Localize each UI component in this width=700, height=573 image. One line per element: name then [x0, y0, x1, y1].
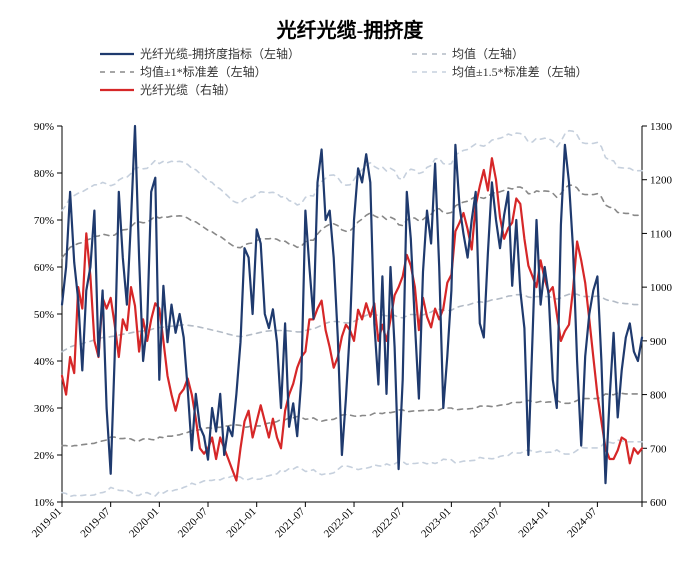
y-right-label: 800: [650, 390, 667, 402]
y-right-label: 1300: [650, 121, 673, 133]
y-left-label: 90%: [34, 121, 54, 133]
legend-label: 均值±1.5*标准差（左轴）: [452, 64, 588, 79]
y-right-label: 600: [650, 497, 667, 509]
y-right-label: 1200: [650, 175, 673, 187]
y-right-label: 1100: [650, 228, 672, 240]
y-left-label: 20%: [34, 450, 54, 462]
y-left-label: 50%: [34, 309, 54, 321]
y-left-label: 60%: [34, 262, 54, 274]
y-right-label: 700: [650, 443, 667, 455]
chart-svg: 光纤光缆-拥挤度指标（左轴） 均值（左轴） 均值±1*标准差（左轴） 均值±1.5*标…: [0, 0, 700, 573]
legend-label: 光纤光缆-拥挤度指标（左轴）: [140, 46, 300, 61]
legend-label: 光纤光缆（右轴）: [140, 82, 236, 97]
y-right-label: 900: [650, 336, 667, 348]
legend-label: 均值（左轴）: [452, 46, 524, 61]
y-left-label: 70%: [34, 215, 54, 227]
y-left-label: 80%: [34, 168, 54, 180]
y-right-label: 1000: [650, 282, 673, 294]
chart-container: 光纤光缆-拥挤度 光纤光缆-拥挤度指标（左轴） 均值（左轴） 均值±1*标准差（左轴…: [0, 0, 700, 573]
y-left-label: 30%: [34, 403, 54, 415]
y-left-label: 10%: [34, 497, 54, 509]
chart-title: 光纤光缆-拥挤度: [0, 14, 700, 43]
y-left-label: 40%: [34, 356, 54, 368]
legend-label: 均值±1*标准差（左轴）: [140, 64, 267, 79]
